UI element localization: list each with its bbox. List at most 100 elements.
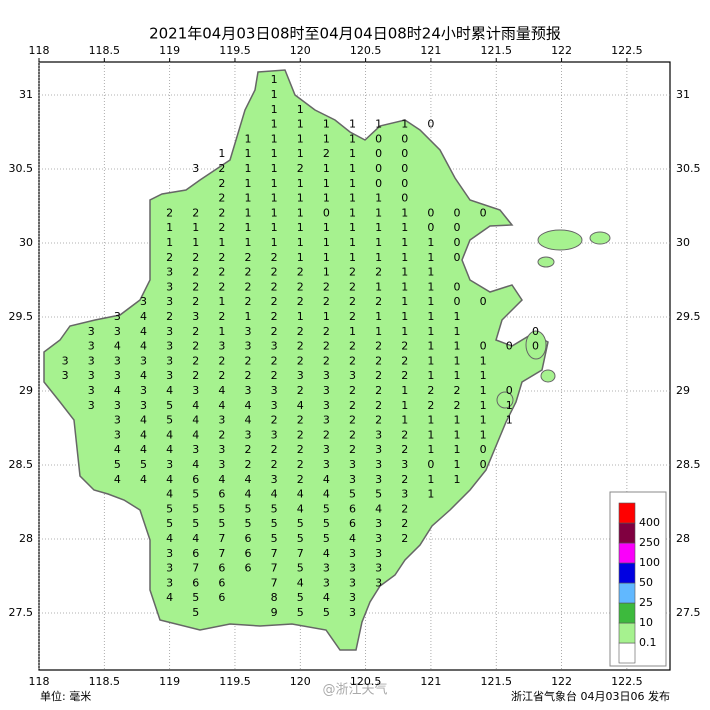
rain-value: 6	[218, 562, 225, 575]
rain-value: 2	[401, 354, 408, 367]
rain-value: 1	[454, 443, 461, 456]
rain-value: 5	[114, 458, 121, 471]
rain-value: 2	[297, 325, 304, 338]
rain-value: 2	[192, 266, 199, 279]
rain-value: 2	[192, 325, 199, 338]
rain-value: 4	[245, 399, 252, 412]
rain-value: 1	[427, 488, 434, 501]
rain-value: 0	[427, 118, 434, 131]
y-tick-label: 30	[676, 236, 690, 249]
rain-value: 0	[480, 206, 487, 219]
rain-value: 1	[323, 221, 330, 234]
rain-value: 3	[114, 354, 121, 367]
rain-value: 1	[349, 236, 356, 249]
rain-value: 1	[297, 221, 304, 234]
y-tick-label: 28	[676, 532, 690, 545]
rain-value: 1	[349, 147, 356, 160]
rain-value: 3	[349, 562, 356, 575]
rain-value: 1	[375, 325, 382, 338]
rain-value: 4	[140, 428, 147, 441]
rain-value: 2	[349, 340, 356, 353]
rain-value: 3	[166, 369, 173, 382]
rain-value: 6	[192, 576, 199, 589]
rain-value: 0	[480, 443, 487, 456]
rain-value: 5	[297, 591, 304, 604]
rain-value: 3	[140, 295, 147, 308]
rain-value: 3	[192, 443, 199, 456]
rain-value: 0	[506, 384, 513, 397]
rain-value: 4	[166, 488, 173, 501]
x-tick-label: 121.5	[480, 44, 512, 57]
rain-value: 2	[192, 369, 199, 382]
rain-value: 1	[297, 310, 304, 323]
rain-value: 4	[140, 414, 147, 427]
rain-value: 1	[218, 236, 225, 249]
issuer-label: 浙江省气象台 04月03日06 发布	[511, 689, 670, 703]
rain-value: 4	[166, 443, 173, 456]
rain-value: 2	[349, 399, 356, 412]
rain-value: 1	[454, 414, 461, 427]
rain-value: 5	[166, 399, 173, 412]
rain-value: 4	[349, 532, 356, 545]
rain-value: 2	[218, 369, 225, 382]
rain-value: 1	[166, 236, 173, 249]
rain-value: 2	[192, 354, 199, 367]
rain-value: 2	[323, 428, 330, 441]
rain-value: 7	[218, 532, 225, 545]
rain-value: 2	[297, 162, 304, 175]
rain-value: 1	[401, 295, 408, 308]
rain-value: 1	[480, 399, 487, 412]
rain-value: 5	[218, 517, 225, 530]
rain-value: 5	[245, 502, 252, 515]
rain-value: 2	[271, 443, 278, 456]
rain-value: 1	[427, 251, 434, 264]
island	[525, 330, 547, 360]
rain-value: 2	[349, 266, 356, 279]
rain-value: 0	[375, 147, 382, 160]
rain-value: 3	[271, 428, 278, 441]
rain-value: 0	[480, 295, 487, 308]
rain-value: 4	[245, 473, 252, 486]
rain-value: 1	[218, 147, 225, 160]
rain-value: 1	[480, 428, 487, 441]
rain-value: 3	[166, 266, 173, 279]
legend-swatch	[618, 622, 636, 644]
legend-label: 50	[639, 576, 653, 589]
rain-value: 4	[271, 488, 278, 501]
rain-value: 4	[114, 384, 121, 397]
rain-value: 4	[166, 473, 173, 486]
island	[537, 256, 555, 268]
rain-value: 2	[323, 354, 330, 367]
rain-value: 1	[506, 399, 513, 412]
rain-value: 3	[271, 384, 278, 397]
rain-value: 2	[454, 399, 461, 412]
rain-value: 0	[401, 162, 408, 175]
rain-value: 2	[349, 443, 356, 456]
rain-value: 2	[166, 206, 173, 219]
rain-value: 1	[427, 236, 434, 249]
legend-label: 10	[639, 616, 653, 629]
rain-value: 2	[323, 295, 330, 308]
rain-value: 3	[349, 473, 356, 486]
rain-value: 2	[166, 251, 173, 264]
rain-value: 3	[166, 295, 173, 308]
rain-value: 5	[166, 414, 173, 427]
rain-value: 1	[323, 162, 330, 175]
rain-value: 5	[245, 517, 252, 530]
rain-value: 1	[375, 280, 382, 293]
rain-value: 1	[401, 384, 408, 397]
rain-value: 1	[480, 369, 487, 382]
legend-swatch	[618, 562, 636, 584]
rain-value: 1	[271, 206, 278, 219]
rain-value: 6	[349, 517, 356, 530]
province-outline	[43, 69, 549, 651]
rain-value: 1	[297, 147, 304, 160]
legend: 0.1 10 25 50 100 250 400	[609, 491, 667, 667]
rain-value: 1	[427, 428, 434, 441]
rain-value: 1	[480, 414, 487, 427]
rain-value: 2	[192, 295, 199, 308]
land	[43, 69, 611, 651]
rain-value: 2	[218, 251, 225, 264]
rain-value: 0	[454, 206, 461, 219]
rain-value: 0	[401, 192, 408, 205]
